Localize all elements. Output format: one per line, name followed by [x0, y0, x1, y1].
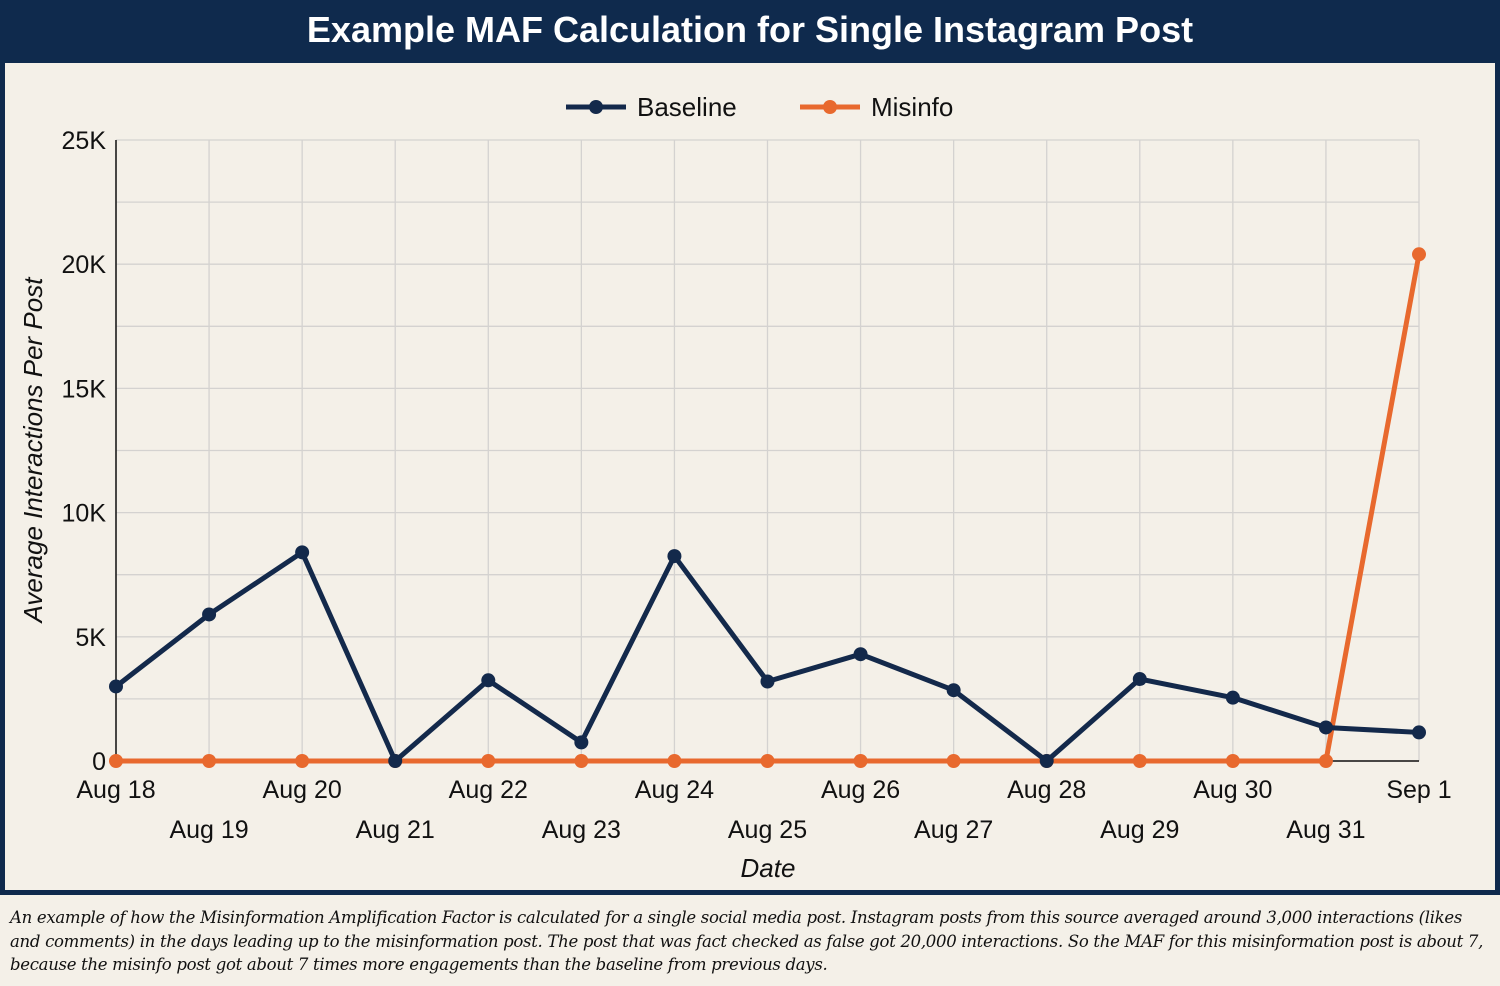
x-tick-label: Aug 22: [449, 776, 528, 804]
baseline-point: [481, 673, 496, 688]
x-tick-label: Aug 19: [169, 816, 248, 844]
y-axis-label: Average Interactions Per Post: [18, 276, 48, 625]
x-tick-label: Aug 23: [542, 816, 621, 844]
baseline-point: [202, 607, 217, 622]
x-tick-label: Aug 30: [1193, 776, 1272, 804]
misinfo-point: [853, 754, 868, 768]
baseline-point: [109, 679, 123, 694]
y-tick-label: 5K: [75, 624, 106, 652]
misinfo-point: [109, 754, 123, 768]
x-tick-label: Aug 20: [263, 776, 342, 804]
y-tick-label: 15K: [62, 375, 107, 403]
y-tick-label: 0: [92, 748, 106, 776]
misinfo-point: [1132, 754, 1147, 768]
y-tick-label: 20K: [62, 251, 107, 279]
misinfo-point: [202, 754, 217, 768]
x-tick-label: Aug 24: [635, 776, 714, 804]
baseline-point: [946, 683, 961, 698]
baseline-point: [853, 647, 868, 662]
chart-title: Example MAF Calculation for Single Insta…: [0, 0, 1500, 63]
y-tick-label: 10K: [62, 500, 107, 528]
baseline-point: [667, 549, 682, 564]
misinfo-point: [1225, 754, 1240, 768]
x-tick-label: Aug 27: [914, 816, 993, 844]
baseline-point: [295, 545, 310, 560]
baseline-point: [1318, 720, 1333, 735]
y-tick-label: 25K: [62, 127, 107, 155]
misinfo-point: [946, 754, 961, 768]
misinfo-point: [295, 754, 310, 768]
baseline-point: [1039, 754, 1054, 768]
x-tick-label: Aug 31: [1286, 816, 1365, 844]
baseline-point: [388, 754, 403, 768]
x-tick-label: Sep 1: [1386, 776, 1451, 804]
x-tick-label: Aug 25: [728, 816, 807, 844]
baseline-point: [1132, 672, 1147, 687]
misinfo-legend-label: Misinfo: [871, 92, 953, 122]
grid: [115, 139, 1420, 762]
x-tick-label: Aug 28: [1007, 776, 1086, 804]
misinfo-point: [1318, 754, 1333, 768]
x-axis-label: Date: [741, 853, 796, 883]
axes: Aug 18 Aug 19 Aug 20 Aug 21 Aug 22 Aug 23 Aug …: [62, 127, 1452, 844]
baseline-point: [1412, 725, 1426, 740]
x-tick-label: Aug 26: [821, 776, 900, 804]
series-layer: [109, 247, 1426, 768]
baseline-legend-marker: [589, 100, 603, 114]
legend: Baseline Misinfo: [566, 92, 953, 122]
misinfo-point: [574, 754, 589, 768]
baseline-point: [1225, 690, 1240, 705]
x-tick-label: Aug 18: [76, 776, 155, 804]
misinfo-point: [481, 754, 496, 768]
baseline-legend-label: Baseline: [637, 92, 737, 122]
misinfo-point: [667, 754, 682, 768]
misinfo-legend-marker: [823, 100, 837, 114]
baseline-point: [760, 674, 775, 689]
x-tick-label: Aug 21: [356, 816, 435, 844]
misinfo-point: [760, 754, 775, 768]
line-chart: Aug 18 Aug 19 Aug 20 Aug 21 Aug 22 Aug 23 Aug …: [18, 92, 1452, 883]
misinfo-point: [1412, 247, 1426, 262]
baseline-point: [574, 735, 589, 750]
x-tick-label: Aug 29: [1100, 816, 1179, 844]
caption: An example of how the Misinformation Amp…: [10, 908, 1484, 974]
